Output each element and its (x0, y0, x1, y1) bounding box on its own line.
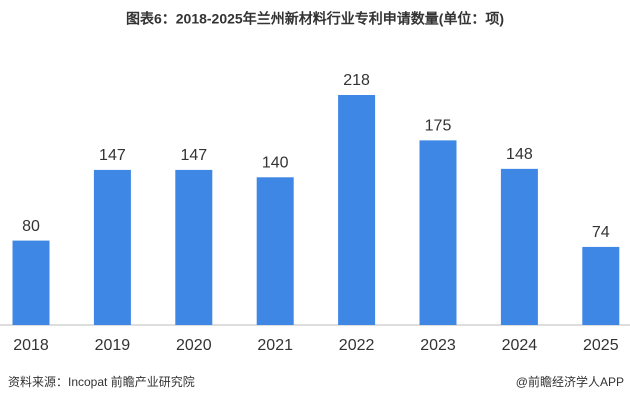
bar (175, 169, 213, 325)
bar (500, 168, 538, 325)
x-tick-label: 2019 (95, 337, 131, 354)
value-label: 175 (425, 118, 452, 135)
bar (582, 246, 620, 325)
credit: @前瞻经济学人APP (516, 374, 624, 389)
x-tick-label: 2018 (13, 337, 49, 354)
x-tick-label: 2023 (420, 337, 456, 354)
bar (93, 169, 131, 325)
bar (419, 140, 457, 325)
value-label: 148 (506, 146, 533, 163)
value-label: 80 (22, 218, 40, 235)
value-label: 147 (180, 147, 207, 164)
x-tick-label: 2021 (257, 337, 293, 354)
bar (338, 95, 376, 325)
x-tick-label: 2025 (583, 337, 619, 354)
value-label: 147 (99, 147, 126, 164)
source: 资料来源：Incopat 前瞻产业研究院 (8, 374, 195, 389)
chart-title: 图表6：2018-2025年兰州新材料行业专利申请数量(单位：项) (126, 11, 504, 27)
value-label: 140 (262, 155, 289, 172)
bar (256, 177, 294, 325)
x-tick-label: 2020 (176, 337, 212, 354)
x-tick-label: 2022 (339, 337, 375, 354)
bar (12, 240, 50, 325)
value-label: 218 (343, 72, 370, 89)
value-label: 74 (592, 224, 610, 241)
x-tick-label: 2024 (502, 337, 538, 354)
